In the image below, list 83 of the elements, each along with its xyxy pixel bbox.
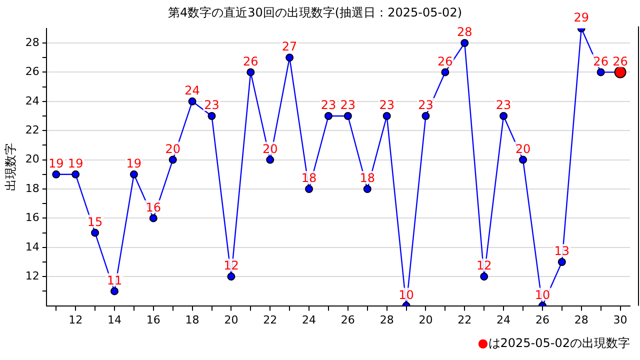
x-tick-label: 20	[418, 313, 433, 326]
y-tick-label: 16	[25, 211, 40, 224]
point	[382, 112, 391, 120]
text: ●は2025-05-02の出現数字	[478, 335, 630, 352]
point	[149, 214, 158, 222]
point	[480, 272, 488, 281]
x-tick-label: 24	[496, 313, 511, 326]
data-label: 26	[438, 54, 453, 68]
y-tick-label: 28	[25, 36, 40, 49]
data-label: 26	[612, 54, 628, 68]
x-tick-label: 26	[340, 313, 355, 326]
data-label: 20	[165, 142, 180, 156]
data-label: 23	[418, 98, 434, 112]
point	[460, 39, 469, 47]
x-tick-label: 14	[107, 313, 122, 326]
point	[130, 170, 138, 178]
y-axis-title: 出現数字	[3, 143, 18, 192]
point	[52, 170, 60, 178]
data-label: 19	[68, 156, 84, 171]
y-tick-label: 20	[25, 152, 40, 166]
x-tick-label: 28	[574, 313, 588, 326]
data-label: 26	[593, 54, 608, 68]
data-label: 16	[146, 200, 162, 214]
data-label: 20	[515, 142, 531, 156]
y-tick-label: 18	[25, 182, 40, 195]
point	[500, 112, 508, 120]
data-label: 10	[398, 288, 414, 302]
point	[110, 287, 118, 296]
data-label: 13	[554, 244, 570, 258]
data-label: 28	[457, 25, 472, 40]
y-tick-label: 26	[25, 65, 40, 78]
data-label: 23	[496, 98, 512, 112]
y-tick-label: 24	[25, 94, 40, 108]
data-label: 15	[87, 214, 103, 229]
data-label: 27	[282, 40, 298, 54]
point	[363, 185, 372, 193]
data-label: 12	[224, 258, 239, 273]
point	[441, 68, 450, 76]
data-label: 18	[301, 171, 317, 186]
point	[208, 112, 216, 120]
point	[72, 170, 80, 178]
data-label: 29	[574, 10, 590, 25]
x-tick-label: 16	[146, 313, 160, 326]
x-tick-label: 28	[380, 313, 394, 326]
data-label: 26	[243, 54, 258, 68]
x-tick-label: 18	[185, 313, 200, 326]
point	[519, 156, 528, 164]
point	[266, 156, 274, 164]
data-label: 11	[106, 273, 122, 288]
point	[344, 112, 352, 120]
chart-title: 第4数字の直近30回の出現数字(抽選日：2025-05-02)	[168, 5, 462, 20]
data-label: 19	[48, 156, 64, 171]
y-tick-label: 14	[25, 240, 40, 254]
point	[422, 112, 430, 120]
y-tick-label: 12	[25, 269, 40, 282]
x-tick-label: 22	[263, 313, 278, 326]
data-label: 23	[320, 98, 336, 112]
data-label: 19	[126, 156, 142, 171]
data-label: 12	[476, 258, 492, 273]
x-tick-label: 20	[224, 313, 238, 326]
point	[324, 112, 332, 120]
point	[286, 54, 294, 62]
x-tick-label: 12	[68, 313, 83, 326]
point	[246, 68, 255, 76]
x-tick-label: 26	[535, 313, 550, 326]
data-label: 23	[340, 98, 356, 112]
point	[168, 156, 177, 164]
data-label: 18	[360, 171, 376, 186]
point	[227, 272, 236, 281]
data-label: 10	[534, 288, 550, 302]
x-tick-label: 22	[458, 313, 472, 326]
point	[188, 97, 196, 106]
point	[91, 228, 100, 237]
point	[596, 68, 605, 76]
data-label: 23	[204, 98, 220, 112]
data-label: 24	[184, 84, 200, 98]
point	[558, 258, 566, 266]
data-label: 20	[262, 142, 278, 156]
y-tick-label: 22	[25, 123, 40, 136]
data-label: 23	[379, 98, 394, 112]
x-tick-label: 30	[613, 313, 628, 326]
point	[305, 185, 314, 193]
x-tick-label: 24	[302, 313, 316, 326]
